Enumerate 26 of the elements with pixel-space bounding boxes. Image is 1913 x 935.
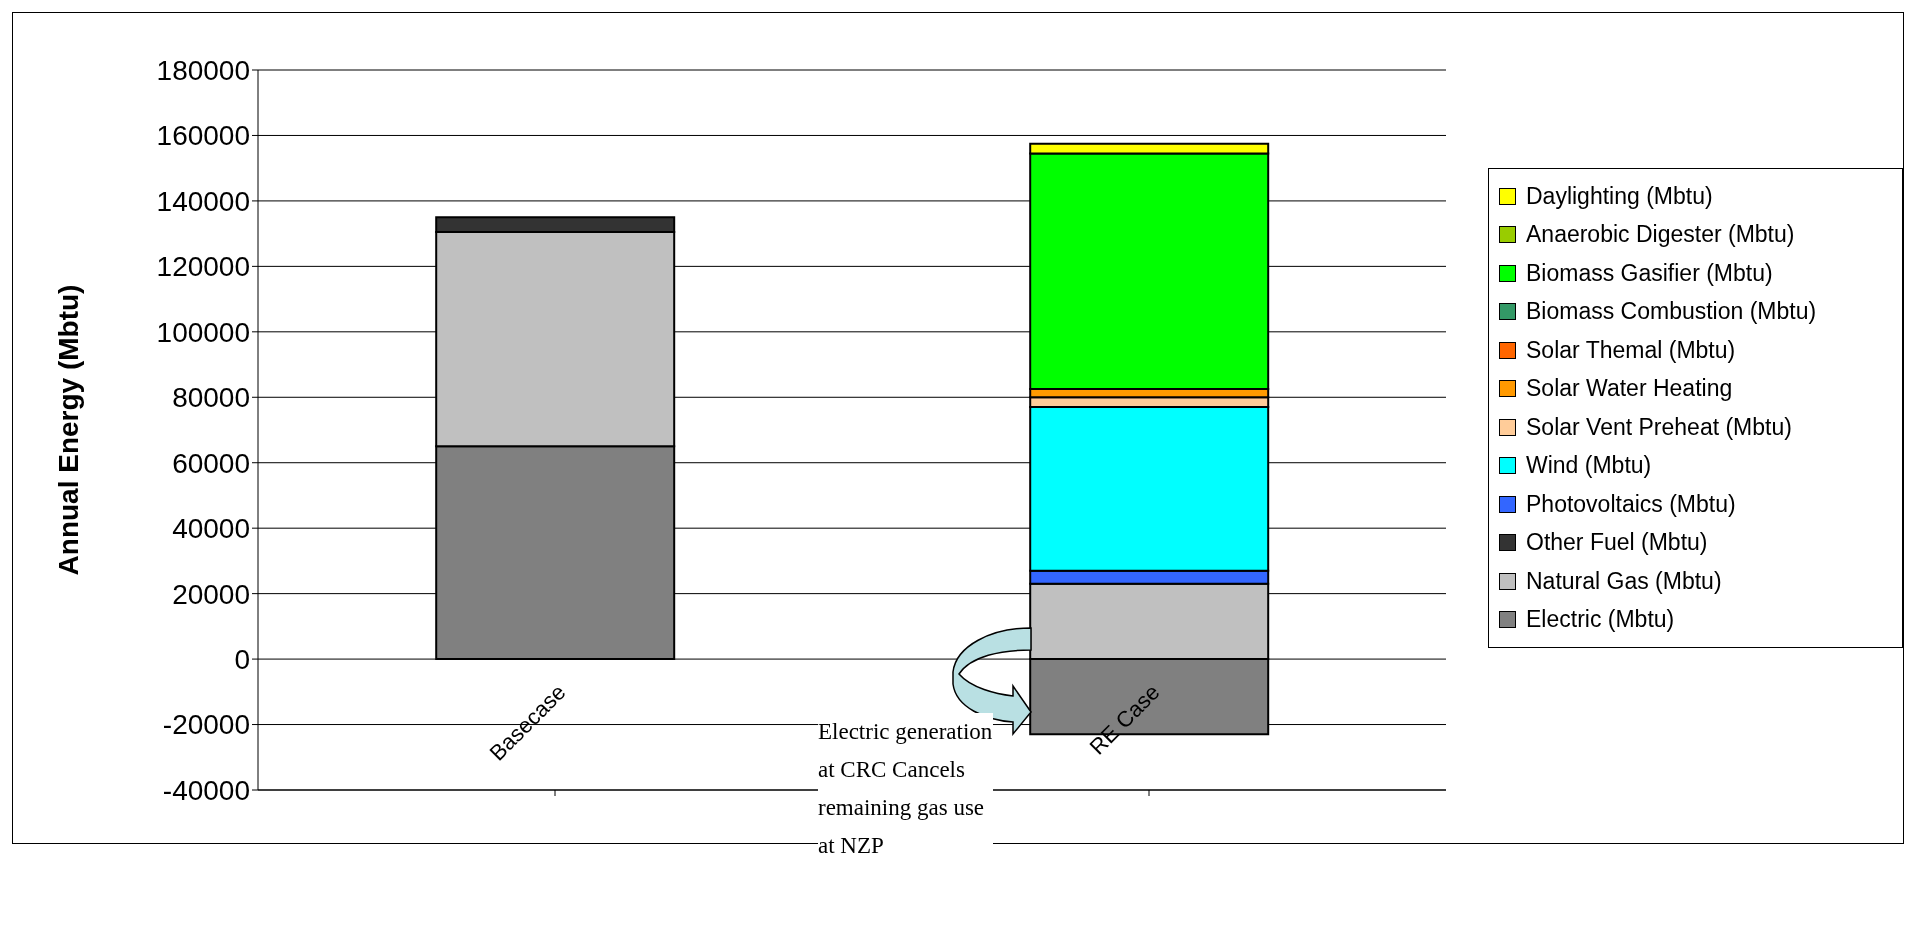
- y-axis-title: Annual Energy (Mbtu): [52, 284, 84, 576]
- y-tick-label: 160000: [156, 120, 250, 152]
- legend-label: Photovoltaics (Mbtu): [1526, 490, 1736, 518]
- legend-label: Daylighting (Mbtu): [1526, 182, 1713, 210]
- legend-label: Other Fuel (Mbtu): [1526, 529, 1708, 557]
- y-tick-label: 180000: [156, 54, 250, 86]
- legend-label: Anaerobic Digester (Mbtu): [1526, 221, 1795, 249]
- y-tick-label: 100000: [156, 316, 250, 348]
- y-tick-label: 40000: [172, 513, 250, 545]
- legend-label: Solar Water Heating: [1526, 375, 1733, 403]
- y-tick-label: -40000: [162, 774, 250, 806]
- legend-label: Natural Gas (Mbtu): [1526, 567, 1722, 595]
- annotation: Electric generation at CRC Cancels remaining gas use at NZP: [818, 713, 993, 865]
- y-tick-label: 60000: [172, 447, 250, 479]
- y-tick-label: 80000: [172, 382, 250, 414]
- legend-label: Wind (Mbtu): [1526, 452, 1652, 480]
- legend-label: Electric (Mbtu): [1526, 606, 1675, 634]
- legend-label: Biomass Combustion (Mbtu): [1526, 298, 1817, 326]
- y-tick-label: 140000: [156, 185, 250, 217]
- legend-label: Solar Themal (Mbtu): [1526, 336, 1736, 364]
- y-tick-label: 0: [234, 644, 250, 676]
- legend-label: Biomass Gasifier (Mbtu): [1526, 259, 1773, 287]
- y-tick-label: 20000: [172, 578, 250, 610]
- legend-label: Solar Vent Preheat (Mbtu): [1526, 413, 1792, 441]
- y-tick-label: 120000: [156, 251, 250, 283]
- y-tick-label: -20000: [162, 709, 250, 741]
